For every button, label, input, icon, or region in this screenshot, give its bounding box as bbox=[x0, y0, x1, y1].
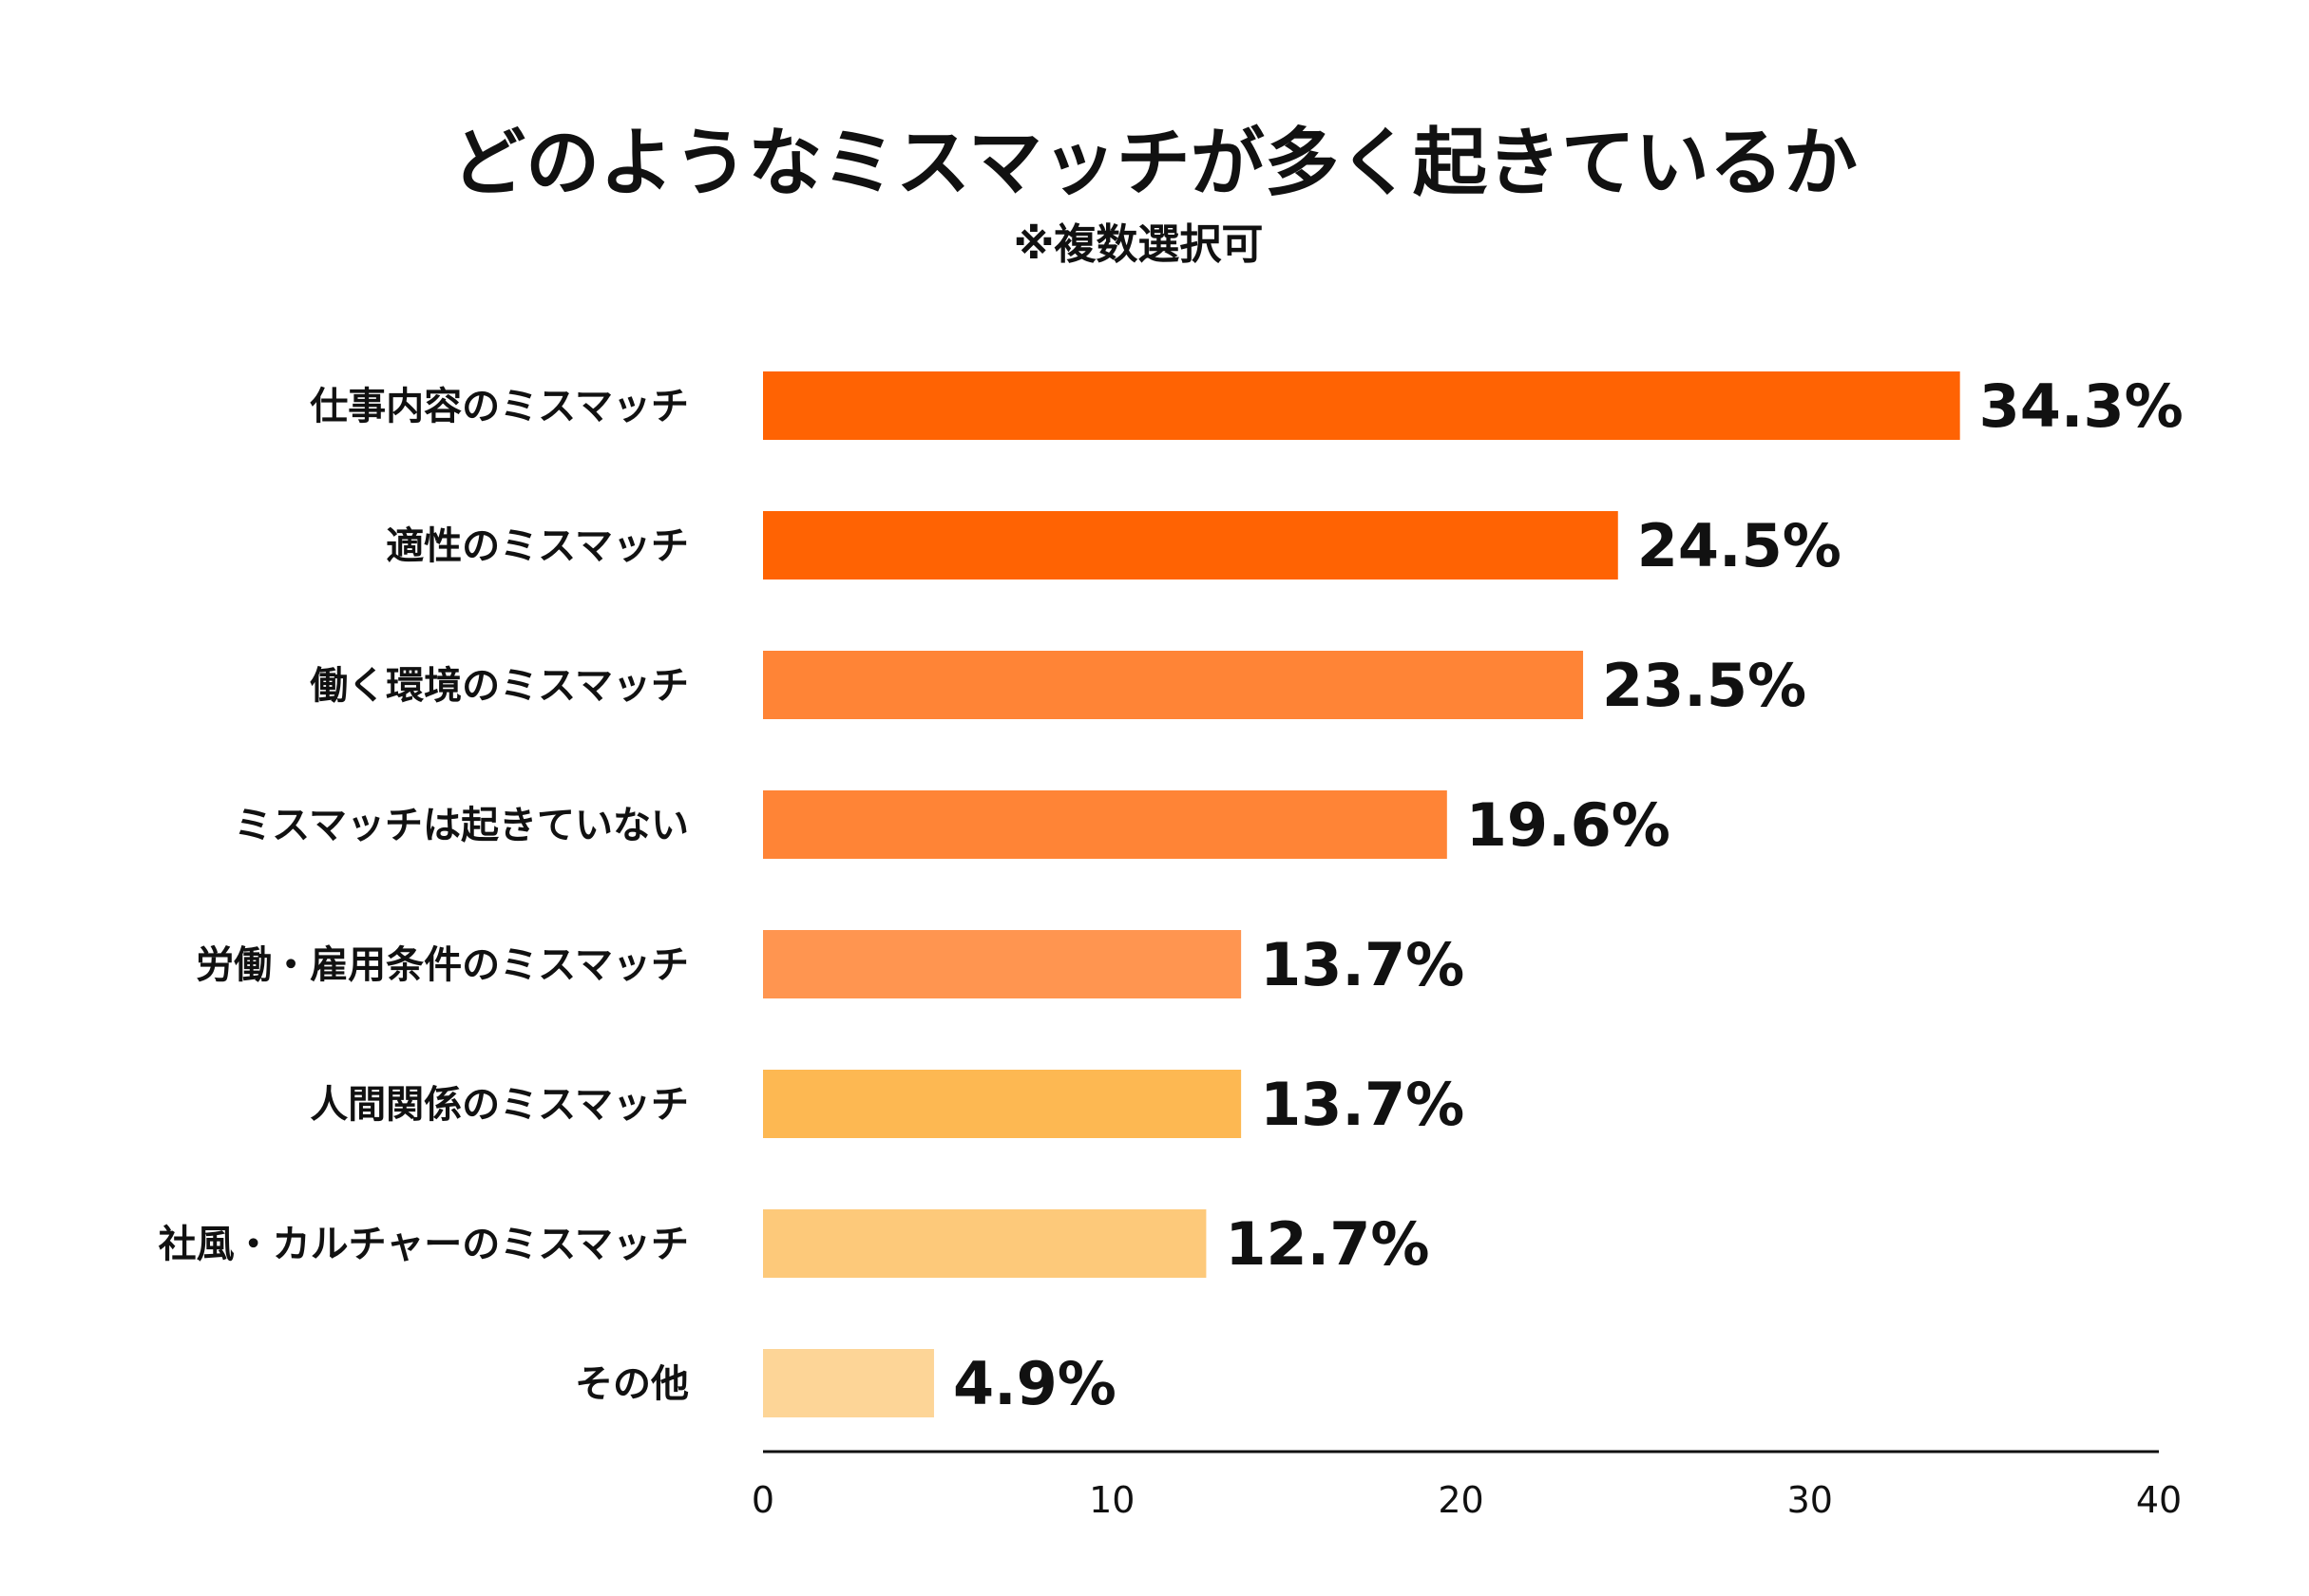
bar bbox=[763, 511, 1618, 580]
bar bbox=[763, 930, 1242, 998]
x-tick-label: 20 bbox=[1438, 1479, 1483, 1521]
value-label: 13.7% bbox=[1260, 1070, 1464, 1139]
bar-row: 仕事内容のミスマッチ 34.3% bbox=[310, 371, 2184, 441]
value-label: 34.3% bbox=[1979, 371, 2184, 441]
category-label: 労働・雇用条件のミスマッチ bbox=[196, 943, 689, 987]
category-label: 働く環境のミスマッチ bbox=[310, 664, 689, 708]
category-label: 社風・カルチャーのミスマッチ bbox=[159, 1223, 689, 1266]
chart-title: どのようなミスマッチが多く起きているか bbox=[451, 121, 1858, 206]
bar-row: その他 4.9% bbox=[575, 1349, 1116, 1418]
x-tick-label: 10 bbox=[1089, 1479, 1135, 1521]
bars-layer: 仕事内容のミスマッチ 34.3% 適性のミスマッチ 24.5% 働く環境のミスマッチ 23… bbox=[159, 371, 2184, 1418]
category-label: 仕事内容のミスマッチ bbox=[310, 385, 689, 428]
bar-row: ミスマッチは起きていない 19.6% bbox=[234, 790, 1670, 860]
category-label: その他 bbox=[575, 1362, 689, 1406]
bar-row: 人間関係のミスマッチ 13.7% bbox=[310, 1070, 1464, 1139]
value-label: 24.5% bbox=[1637, 511, 1841, 580]
bar bbox=[763, 1349, 934, 1417]
category-label: ミスマッチは起きていない bbox=[234, 804, 689, 847]
category-label: 適性のミスマッチ bbox=[386, 524, 689, 568]
value-label: 23.5% bbox=[1602, 651, 1806, 720]
category-label: 人間関係のミスマッチ bbox=[310, 1083, 689, 1127]
value-label: 19.6% bbox=[1466, 790, 1670, 860]
bar bbox=[763, 371, 1960, 440]
bar-row: 社風・カルチャーのミスマッチ 12.7% bbox=[159, 1209, 1430, 1279]
bar-row: 労働・雇用条件のミスマッチ 13.7% bbox=[196, 930, 1464, 999]
bar bbox=[763, 651, 1584, 719]
bar-row: 働く環境のミスマッチ 23.5% bbox=[310, 651, 1806, 720]
bar bbox=[763, 790, 1447, 859]
x-tick-label: 30 bbox=[1787, 1479, 1833, 1521]
value-label: 13.7% bbox=[1260, 930, 1464, 999]
bar bbox=[763, 1070, 1242, 1138]
x-axis-ticks: 0 10 20 30 40 bbox=[752, 1479, 2182, 1521]
x-tick-label: 40 bbox=[2136, 1479, 2182, 1521]
bar-row: 適性のミスマッチ 24.5% bbox=[386, 511, 1841, 580]
value-label: 4.9% bbox=[953, 1349, 1116, 1418]
chart-subtitle: ※複数選択可 bbox=[1014, 220, 1264, 269]
x-tick-label: 0 bbox=[752, 1479, 774, 1521]
bar bbox=[763, 1209, 1207, 1278]
value-label: 12.7% bbox=[1225, 1209, 1429, 1279]
